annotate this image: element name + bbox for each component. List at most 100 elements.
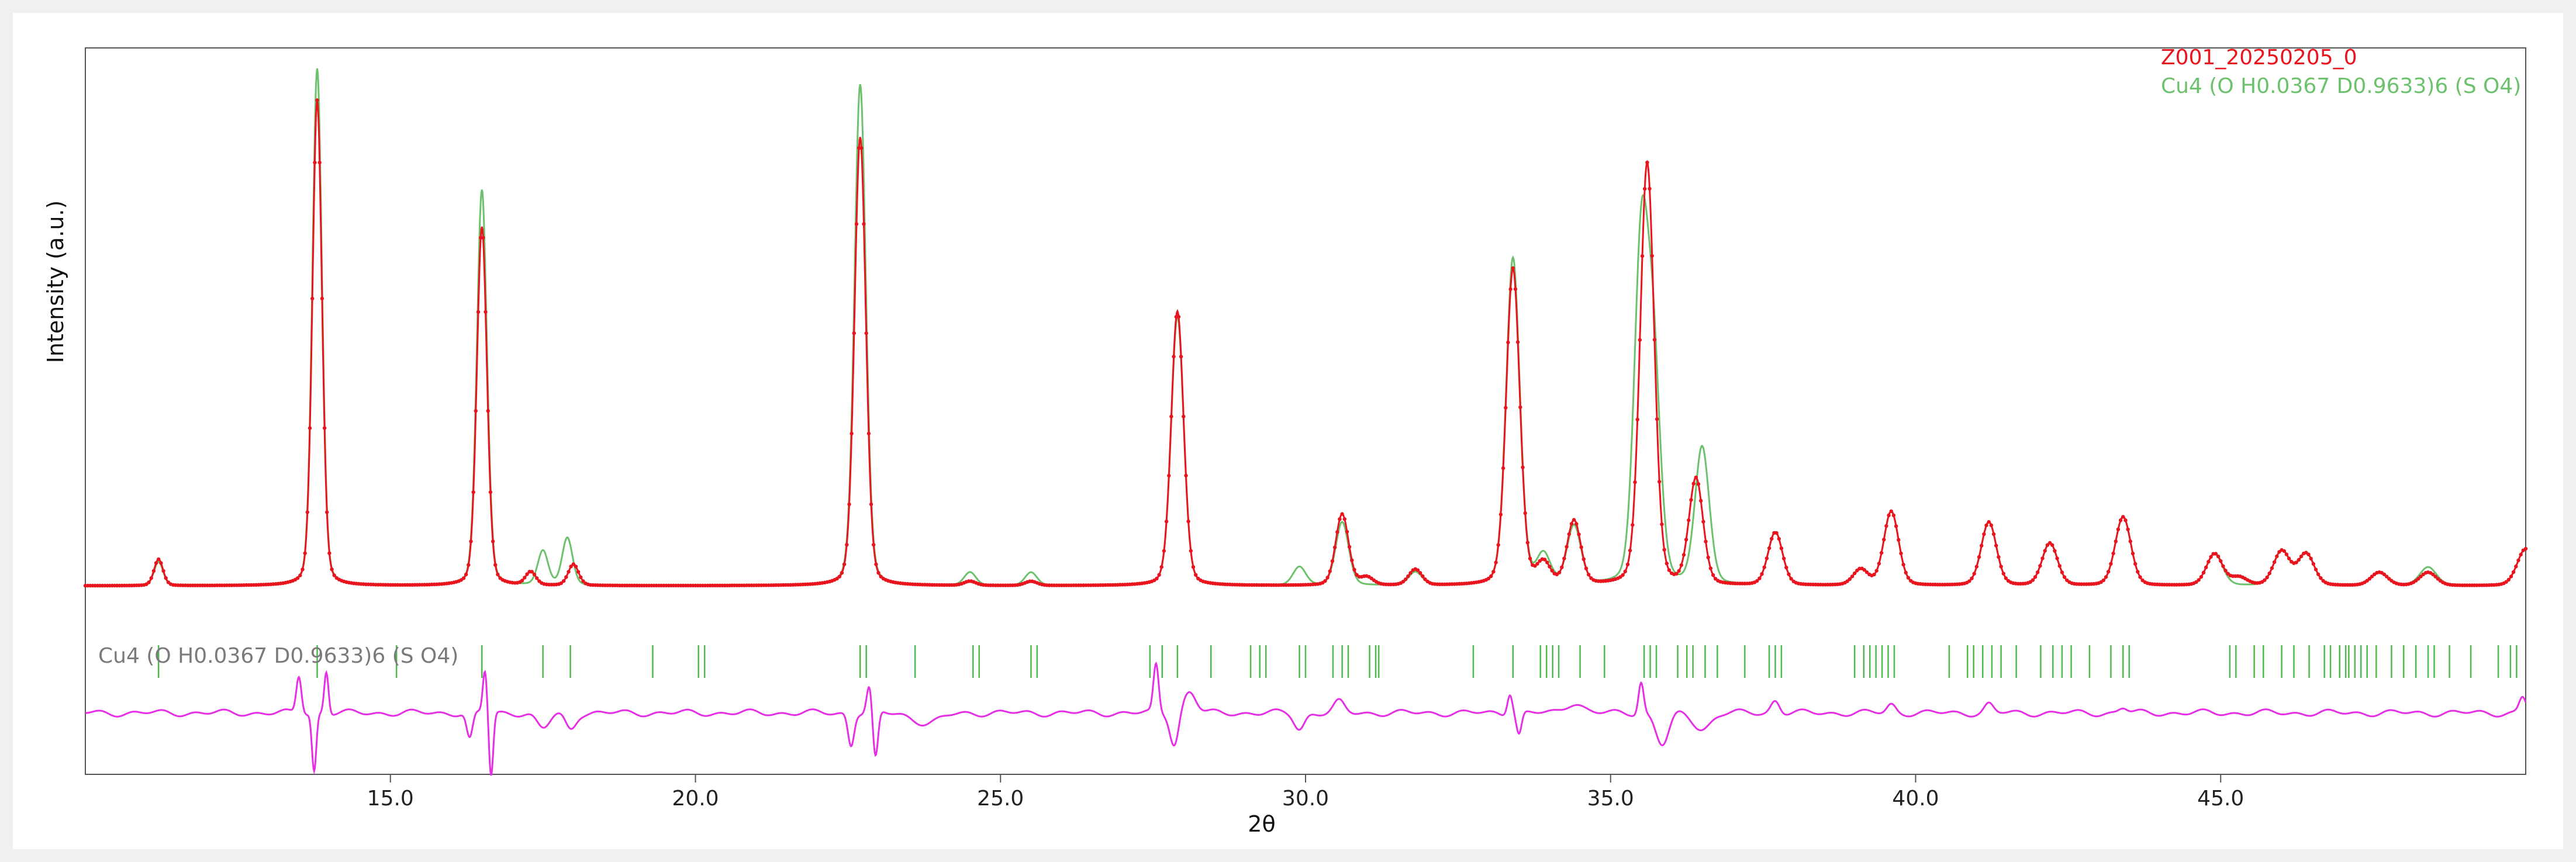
observed-data-point: [525, 572, 529, 576]
observed-data-point: [850, 431, 854, 436]
observed-data-point: [484, 310, 488, 314]
observed-data-point: [864, 331, 868, 335]
observed-data-point: [1977, 555, 1981, 559]
observed-data-point: [872, 542, 876, 547]
observed-data-point: [2001, 572, 2005, 576]
observed-data-point: [1184, 473, 1188, 478]
observed-data-point: [2419, 574, 2423, 579]
observed-data-point: [2101, 578, 2106, 583]
observed-data-point: [1696, 482, 1701, 486]
observed-data-point: [1621, 573, 1625, 577]
x-tick-label: 15.0: [367, 787, 414, 811]
observed-data-point: [1579, 545, 1583, 549]
observed-data-point: [1706, 555, 1710, 559]
x-tick-label: 40.0: [1892, 787, 1939, 811]
observed-data-point: [1494, 560, 1498, 565]
observed-data-point: [1699, 498, 1703, 503]
observed-data-point: [1408, 571, 1413, 575]
observed-data-point: [1853, 571, 1857, 576]
observed-data-point: [2431, 572, 2435, 577]
observed-data-point: [847, 502, 851, 507]
observed-data-point: [2216, 555, 2221, 559]
observed-data-point: [1648, 186, 1652, 191]
observed-data-point: [1584, 566, 1589, 570]
phase-label: Cu4 (O H0.0367 D0.9633)6 (S O4): [98, 644, 458, 668]
observed-data-point: [1674, 572, 1679, 576]
observed-data-point: [1560, 565, 1564, 569]
observed-data-point: [481, 236, 485, 240]
observed-data-point: [1999, 565, 2003, 569]
observed-data-point: [2223, 569, 2228, 573]
observed-data-point: [2033, 575, 2038, 579]
reflection-markers: [157, 645, 2518, 678]
observed-data-point: [2036, 570, 2040, 574]
observed-data-point: [1645, 160, 1649, 165]
observed-data-point: [2053, 549, 2057, 553]
observed-data-point: [1323, 579, 1327, 583]
observed-data-point: [154, 561, 158, 565]
observed-data-point: [2270, 566, 2274, 570]
observed-data-point: [1879, 551, 1884, 555]
observed-data-point: [2136, 570, 2140, 574]
observed-data-point: [1501, 466, 1505, 470]
observed-data-point: [1891, 513, 1896, 518]
observed-data-point: [2275, 554, 2279, 559]
observed-data-point: [1176, 314, 1181, 319]
observed-data-point: [1882, 538, 1886, 542]
observed-data-point: [298, 573, 302, 577]
chart: 15.0 20.0 25.0 30.0 35.0 40.0 45.0 Cu4 (O H0.0…: [43, 46, 2528, 837]
observed-data-point: [1533, 564, 1537, 568]
observed-data-point: [2111, 551, 2115, 556]
observed-data-point: [2221, 564, 2225, 568]
observed-data-point: [1572, 518, 1576, 522]
observed-data-point: [523, 576, 527, 580]
observed-data-point: [1194, 573, 1198, 577]
observed-data-point: [1513, 287, 1518, 291]
observed-data-point: [1164, 520, 1169, 524]
observed-data-point: [2040, 556, 2045, 560]
observed-data-point: [1515, 340, 1520, 344]
observed-data-point: [840, 571, 844, 575]
observed-data-point: [1347, 545, 1352, 549]
observed-data-point: [1542, 558, 1547, 562]
observed-data-point: [1994, 543, 1998, 548]
observed-points: [83, 98, 2528, 588]
observed-data-point: [1179, 354, 1183, 359]
observed-data-point: [567, 570, 571, 574]
observed-data-point: [1689, 498, 1693, 502]
observed-data-point: [1340, 512, 1344, 516]
observed-data-point: [2107, 570, 2111, 574]
observed-data-point: [1628, 548, 1632, 553]
observed-data-point: [317, 160, 322, 165]
observed-data-point: [1421, 574, 1425, 579]
observed-data-point: [569, 565, 573, 569]
observed-data-point: [2265, 575, 2269, 580]
observed-data-point: [2309, 556, 2313, 560]
observed-data-point: [2031, 578, 2035, 582]
observed-data-point: [852, 331, 857, 335]
observed-data-point: [2062, 575, 2067, 579]
observed-data-point: [2316, 572, 2321, 576]
observed-data-point: [559, 581, 564, 586]
observed-data-point: [2206, 560, 2211, 564]
observed-data-point: [2114, 539, 2118, 543]
observed-data-point: [1506, 340, 1510, 345]
observed-data-point: [1987, 520, 1991, 524]
observed-data-point: [571, 562, 575, 566]
observed-data-point: [1850, 574, 1855, 579]
observed-data-point: [1660, 522, 1664, 527]
observed-data-point: [1997, 555, 2001, 559]
observed-data-point: [874, 562, 878, 566]
observed-data-point: [1406, 574, 1410, 579]
observed-data-point: [2516, 558, 2520, 562]
observed-data-point: [1545, 560, 1549, 565]
observed-data-point: [1650, 254, 1654, 258]
observed-data-point: [869, 502, 873, 507]
observed-data-point: [2294, 560, 2298, 565]
observed-data-point: [2126, 527, 2130, 531]
observed-data-point: [332, 573, 336, 577]
observed-data-point: [520, 579, 524, 583]
observed-data-point: [1577, 532, 1581, 536]
observed-data-point: [1491, 570, 1496, 574]
observed-data-point: [491, 539, 495, 543]
